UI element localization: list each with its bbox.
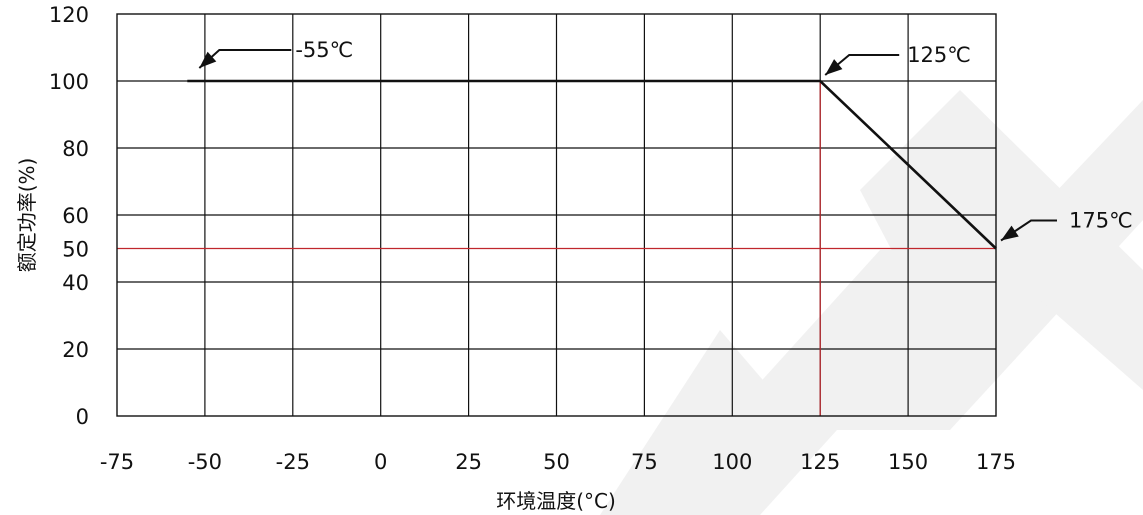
- reference-lines: [117, 81, 996, 416]
- plot-frame: [116, 13, 997, 417]
- annotation-1: 125℃: [824, 43, 971, 76]
- x-tick-label: 75: [631, 450, 658, 474]
- x-tick-label: 175: [976, 450, 1016, 474]
- y-tick-label: 50: [62, 238, 89, 262]
- series-layer: [187, 79, 997, 250]
- annotation-label: 175℃: [1069, 209, 1133, 233]
- annotation-layer: -55℃ 125℃ 175℃: [198, 38, 1133, 242]
- x-tick-label: 150: [888, 450, 928, 474]
- y-tick-label: 20: [62, 338, 89, 362]
- y-tick-label: 80: [62, 137, 89, 161]
- y-tick-label: 40: [62, 271, 89, 295]
- annotation-0: -55℃: [198, 38, 353, 69]
- y-axis-title: 额定功率(%): [15, 158, 39, 273]
- x-tick-label: -25: [276, 450, 310, 474]
- x-tick-labels: -75 -50 -25 0 25 50 75 100 125 150 175: [100, 450, 1016, 474]
- x-tick-label: 125: [800, 450, 840, 474]
- annotation-label: 125℃: [907, 43, 971, 67]
- x-tick-label: 25: [455, 450, 482, 474]
- annotation-label: -55℃: [295, 38, 353, 62]
- grid-lines: [117, 14, 996, 416]
- annotation-arrowhead: [199, 51, 217, 68]
- annotation-2: 175℃: [1000, 209, 1133, 242]
- y-tick-label: 60: [62, 204, 89, 228]
- x-tick-label: 0: [374, 450, 387, 474]
- x-tick-label: 100: [712, 450, 752, 474]
- plot-border: [116, 13, 997, 417]
- x-axis-title: 环境温度(°C): [496, 489, 616, 513]
- y-tick-labels: 0 20 40 50 60 80 100 120: [49, 3, 89, 429]
- x-tick-label: -50: [188, 450, 222, 474]
- x-tick-label: 50: [543, 450, 570, 474]
- series-line: [187, 79, 997, 250]
- y-tick-label: 0: [76, 405, 89, 429]
- annotation-arrowhead: [825, 59, 843, 75]
- x-tick-label: -75: [100, 450, 134, 474]
- annotation-arrowhead: [1001, 225, 1019, 241]
- y-tick-label: 120: [49, 3, 89, 27]
- y-tick-label: 100: [49, 70, 89, 94]
